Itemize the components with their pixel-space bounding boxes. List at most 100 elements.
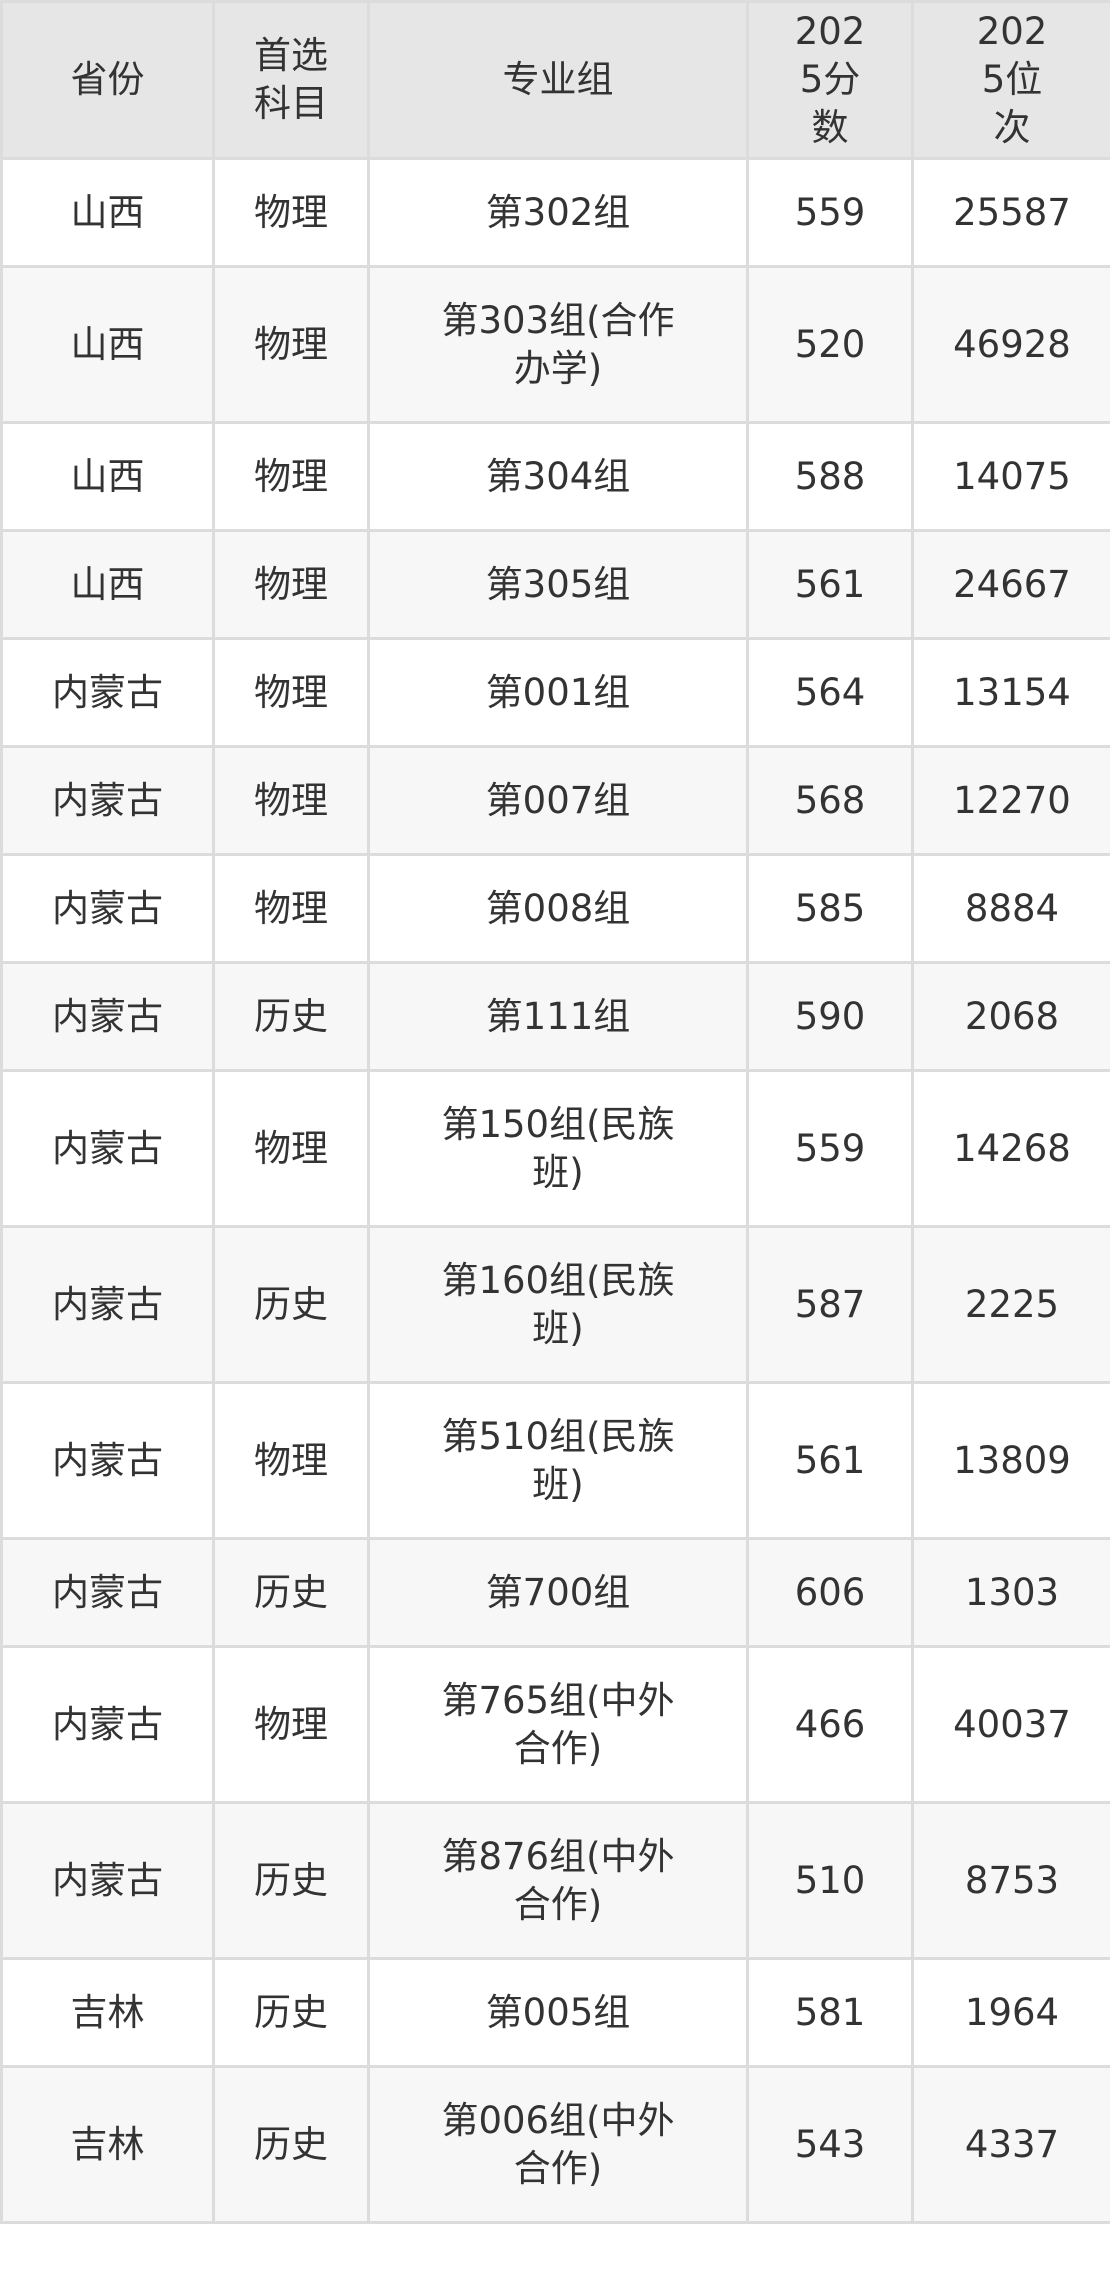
- cell-group: 第005组: [367, 1957, 749, 2068]
- group-value: 第111组: [485, 994, 631, 1038]
- table-row: 吉林 历史 第005组 581 1964: [0, 1957, 1110, 2068]
- table-row: 内蒙古 物理 第007组 568 12270: [0, 745, 1110, 856]
- cell-group: 第007组: [367, 745, 749, 856]
- province-value: 内蒙古: [52, 1858, 163, 1902]
- cell-rank: 2068: [911, 961, 1110, 1072]
- cell-province: 内蒙古: [0, 637, 215, 748]
- cell-rank: 2225: [911, 1225, 1110, 1384]
- table-row: 内蒙古 历史 第111组 590 2068: [0, 961, 1110, 1072]
- score-value: 585: [794, 886, 866, 930]
- cell-score: 561: [746, 529, 914, 640]
- cell-score: 559: [746, 157, 914, 268]
- score-value: 588: [794, 454, 866, 498]
- cell-province: 内蒙古: [0, 1645, 215, 1804]
- header-label: 专业组: [502, 58, 614, 101]
- cell-group: 第008组: [367, 853, 749, 964]
- score-value: 510: [794, 1858, 866, 1902]
- subject-value: 历史: [254, 1858, 328, 1902]
- province-value: 内蒙古: [52, 1438, 163, 1482]
- province-value: 内蒙古: [52, 994, 163, 1038]
- province-value: 吉林: [70, 2122, 145, 2166]
- rank-value: 40037: [953, 1702, 1071, 1746]
- cell-group: 第765组(中外合作): [367, 1645, 749, 1804]
- cell-subject: 历史: [212, 1801, 370, 1960]
- cell-score: 587: [746, 1225, 914, 1384]
- cell-group: 第304组: [367, 421, 749, 532]
- cell-province: 吉林: [0, 2065, 215, 2224]
- subject-value: 历史: [254, 2122, 328, 2166]
- score-value: 559: [794, 190, 866, 234]
- cell-rank: 1964: [911, 1957, 1110, 2068]
- cell-score: 561: [746, 1381, 914, 1540]
- table-header-row: 省份 首选科目 专业组 2025分数 2025位次: [0, 0, 1110, 160]
- cell-score: 564: [746, 637, 914, 748]
- subject-value: 物理: [254, 886, 328, 930]
- table-row: 山西 物理 第305组 561 24667: [0, 529, 1110, 640]
- group-value: 第876组(中外合作): [441, 1834, 675, 1926]
- cell-rank: 8884: [911, 853, 1110, 964]
- rank-value: 13154: [953, 670, 1071, 714]
- header-subject: 首选科目: [212, 0, 370, 160]
- table-row: 内蒙古 物理 第008组 585 8884: [0, 853, 1110, 964]
- subject-value: 历史: [254, 1990, 328, 2034]
- cell-subject: 物理: [212, 157, 370, 268]
- cell-subject: 物理: [212, 1069, 370, 1228]
- cell-rank: 14268: [911, 1069, 1110, 1228]
- cell-subject: 物理: [212, 265, 370, 424]
- province-value: 内蒙古: [52, 778, 163, 822]
- cell-province: 内蒙古: [0, 1381, 215, 1540]
- rank-value: 1303: [964, 1570, 1060, 1614]
- province-value: 吉林: [70, 1990, 145, 2034]
- score-value: 581: [794, 1990, 866, 2034]
- rank-value: 2225: [964, 1282, 1060, 1326]
- cell-subject: 历史: [212, 961, 370, 1072]
- cell-rank: 40037: [911, 1645, 1110, 1804]
- subject-value: 历史: [254, 994, 328, 1038]
- province-value: 内蒙古: [52, 886, 163, 930]
- cell-subject: 物理: [212, 637, 370, 748]
- header-score: 2025分数: [746, 0, 914, 160]
- score-value: 520: [794, 322, 866, 366]
- province-value: 内蒙古: [52, 1570, 163, 1614]
- cell-group: 第150组(民族班): [367, 1069, 749, 1228]
- table-row: 内蒙古 物理 第765组(中外合作) 466 40037: [0, 1645, 1110, 1804]
- group-value: 第006组(中外合作): [441, 2098, 675, 2190]
- group-value: 第001组: [485, 670, 631, 714]
- score-value: 543: [794, 2122, 866, 2166]
- score-value: 587: [794, 1282, 866, 1326]
- cell-subject: 物理: [212, 853, 370, 964]
- header-label: 2025分数: [794, 10, 866, 149]
- province-value: 内蒙古: [52, 1282, 163, 1326]
- score-value: 466: [794, 1702, 866, 1746]
- cell-score: 581: [746, 1957, 914, 2068]
- cell-score: 559: [746, 1069, 914, 1228]
- score-value: 561: [794, 1438, 866, 1482]
- cell-rank: 14075: [911, 421, 1110, 532]
- province-value: 山西: [70, 562, 145, 606]
- header-group: 专业组: [367, 0, 749, 160]
- cell-rank: 4337: [911, 2065, 1110, 2224]
- table-row: 山西 物理 第303组(合作办学) 520 46928: [0, 265, 1110, 424]
- cell-group: 第160组(民族班): [367, 1225, 749, 1384]
- cell-group: 第510组(民族班): [367, 1381, 749, 1540]
- cell-province: 山西: [0, 529, 215, 640]
- cell-rank: 24667: [911, 529, 1110, 640]
- group-value: 第304组: [485, 454, 631, 498]
- header-rank: 2025位次: [911, 0, 1110, 160]
- province-value: 山西: [70, 454, 145, 498]
- cell-rank: 8753: [911, 1801, 1110, 1960]
- cell-subject: 物理: [212, 1381, 370, 1540]
- cell-group: 第876组(中外合作): [367, 1801, 749, 1960]
- cell-rank: 12270: [911, 745, 1110, 856]
- cell-rank: 25587: [911, 157, 1110, 268]
- table-row: 内蒙古 历史 第160组(民族班) 587 2225: [0, 1225, 1110, 1384]
- cell-subject: 物理: [212, 529, 370, 640]
- cell-score: 588: [746, 421, 914, 532]
- admission-score-table: 省份 首选科目 专业组 2025分数 2025位次 山西 物理 第302组 559 25…: [0, 0, 1110, 2224]
- table-row: 内蒙古 历史 第700组 606 1303: [0, 1537, 1110, 1648]
- group-value: 第150组(民族班): [441, 1102, 675, 1194]
- cell-rank: 46928: [911, 265, 1110, 424]
- cell-province: 山西: [0, 265, 215, 424]
- subject-value: 物理: [254, 670, 328, 714]
- header-label: 首选科目: [254, 34, 328, 125]
